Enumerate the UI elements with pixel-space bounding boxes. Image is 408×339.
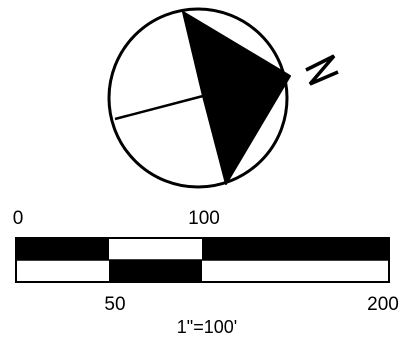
scale-segment-lower-2 <box>109 260 202 282</box>
north-arrow-tail <box>114 94 204 121</box>
scale-segment-upper-1 <box>16 238 109 260</box>
north-arrow-pointer <box>182 11 291 185</box>
scale-segment-lower-3 <box>202 260 389 282</box>
scale-label-50: 50 <box>104 294 125 315</box>
scale-segment-lower-1 <box>16 260 109 282</box>
scale-segment-upper-3 <box>202 238 389 260</box>
north-letter-glyph <box>305 54 339 86</box>
scale-segment-upper-2 <box>109 238 202 260</box>
scale-label-200: 200 <box>367 294 399 315</box>
scale-bar <box>15 237 390 283</box>
scale-label-100: 100 <box>188 208 220 229</box>
scale-label-0: 0 <box>13 208 24 229</box>
scale-ratio-text: 1"=100' <box>177 317 237 337</box>
north-arrow: N <box>107 7 339 189</box>
